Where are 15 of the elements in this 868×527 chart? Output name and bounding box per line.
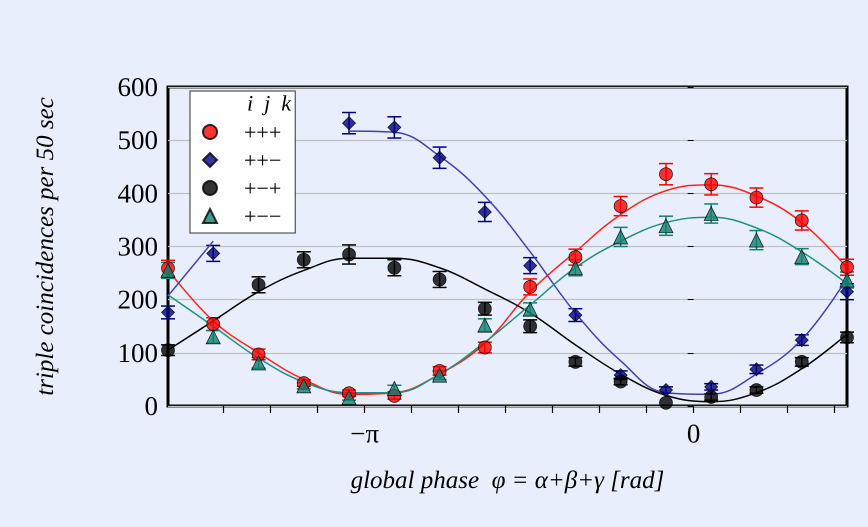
y-tick-label: 600 — [118, 72, 158, 102]
y-tick-label: 200 — [118, 284, 158, 315]
y-tick-label: 100 — [118, 338, 158, 368]
y-tick-label: 0 — [144, 391, 158, 421]
y-tick-label: 300 — [118, 232, 158, 262]
y-tick-label: 400 — [118, 178, 158, 208]
x-axis-title: global phase φ = α+β+γ [rad] — [350, 467, 664, 494]
legend-title: i j k — [247, 90, 292, 116]
legend-label: +−− — [244, 204, 282, 228]
legend-label: ++− — [244, 148, 282, 172]
legend-label: +−+ — [244, 176, 282, 200]
legend-label: +++ — [244, 120, 282, 144]
x-tick-label: −π — [350, 418, 380, 448]
y-axis-title: triple coincidences per 50 sec — [32, 97, 59, 396]
y-tick-label: 500 — [118, 125, 158, 156]
